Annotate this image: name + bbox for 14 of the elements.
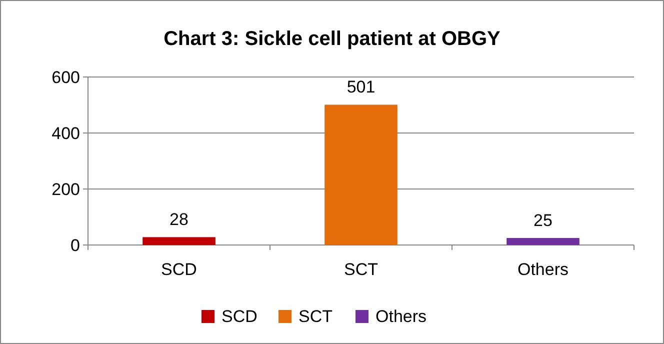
legend-label: SCD (222, 306, 258, 326)
x-tick-label: SCD (161, 260, 197, 279)
y-tick-label: 400 (52, 124, 80, 143)
x-tick-label: Others (517, 260, 569, 279)
y-tick-label: 600 (52, 68, 80, 87)
x-tick-label: SCT (344, 260, 378, 279)
chart-title: Chart 3: Sickle cell patient at OBGY (164, 28, 502, 50)
legend-label: SCT (298, 306, 332, 326)
data-label: 501 (346, 78, 376, 97)
data-label: 25 (534, 211, 552, 230)
y-tick-label: 0 (70, 236, 80, 255)
y-tick-label: 200 (52, 180, 80, 199)
data-label: 28 (170, 210, 188, 230)
legend-label: Others (376, 306, 427, 326)
